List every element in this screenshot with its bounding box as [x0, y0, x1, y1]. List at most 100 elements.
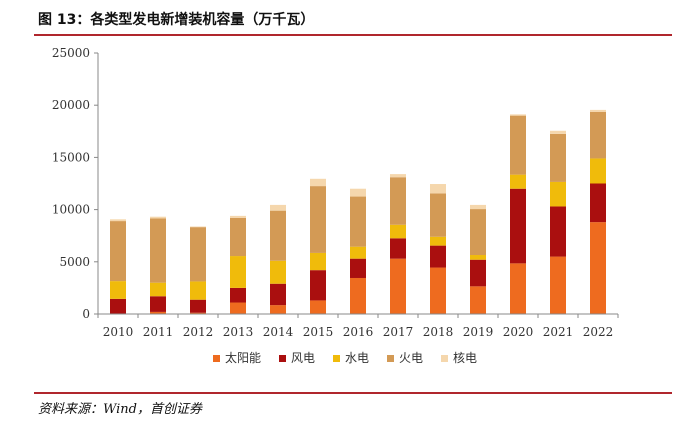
bar-segment-2020-4 — [510, 114, 526, 116]
y-axis: 0 5000 10000 15000 20000 25000 — [52, 46, 99, 321]
bar-segment-2016-2 — [350, 246, 366, 259]
bar-segment-2012-0 — [190, 312, 206, 314]
bar-segment-2013-4 — [230, 215, 246, 218]
bar-segment-2017-2 — [390, 224, 406, 239]
x-tick-label: 2010 — [103, 325, 134, 339]
source-note: 资料来源：Wind，首创证券 — [38, 402, 202, 417]
bar-segment-2012-1 — [190, 299, 206, 313]
bar-segment-2019-3 — [470, 209, 486, 256]
bar-segment-2018-2 — [430, 236, 446, 246]
legend-label: 水电 — [345, 351, 369, 365]
bar-segment-2017-1 — [390, 238, 406, 259]
legend-label: 太阳能 — [225, 350, 261, 365]
bar-segment-2010-1 — [110, 298, 126, 314]
title-rule — [34, 34, 672, 36]
x-tick-label: 2019 — [463, 325, 494, 339]
bar-segment-2013-2 — [230, 256, 246, 288]
bar-segment-2013-1 — [230, 287, 246, 303]
bar-segment-2018-0 — [430, 267, 446, 314]
legend: 太阳能 风电 水电 火电 核电 — [213, 350, 477, 365]
x-tick-label: 2013 — [223, 325, 254, 339]
legend-item-1: 风电 — [279, 351, 315, 365]
bar-segment-2014-2 — [270, 260, 286, 284]
bar-segment-2015-1 — [310, 270, 326, 301]
x-tick-label: 2011 — [143, 325, 174, 339]
bar-segment-2020-0 — [510, 263, 526, 314]
legend-swatch — [333, 355, 340, 362]
bar-segment-2012-4 — [190, 226, 206, 228]
bar-segment-2015-3 — [310, 186, 326, 253]
bar-segment-2021-4 — [550, 130, 566, 134]
bar-segment-2019-1 — [470, 259, 486, 287]
x-tick-label: 2021 — [543, 325, 574, 339]
x-axis: 2010 2011 2012 2013 2014 2015 2016 2017 2018 2019… — [97, 313, 619, 339]
y-tick-label: 20000 — [52, 98, 90, 112]
bar-segment-2019-2 — [470, 255, 486, 260]
bar-segment-2011-4 — [150, 216, 166, 219]
x-tick-label: 2018 — [423, 325, 454, 339]
bar-segment-2022-2 — [590, 158, 606, 184]
bar-segment-2018-3 — [430, 193, 446, 237]
bar-segment-2011-3 — [150, 218, 166, 283]
legend-swatch — [441, 355, 448, 362]
y-tick-label: 0 — [82, 307, 90, 321]
y-tick-label: 10000 — [52, 203, 90, 217]
bar-segment-2022-1 — [590, 183, 606, 223]
bar-segment-2020-3 — [510, 115, 526, 175]
bar-segment-2015-0 — [310, 300, 326, 314]
bar-segment-2017-4 — [390, 174, 406, 178]
bar-segment-2013-3 — [230, 217, 246, 257]
bar-segment-2012-3 — [190, 227, 206, 282]
source-rule — [34, 392, 672, 394]
bar-segment-2016-0 — [350, 277, 366, 314]
bars — [110, 109, 606, 314]
legend-swatch — [387, 355, 394, 362]
bar-segment-2020-1 — [510, 188, 526, 264]
x-tick-label: 2016 — [343, 325, 374, 339]
bar-segment-2022-3 — [590, 111, 606, 159]
x-tick-label: 2012 — [183, 325, 214, 339]
y-tick-label: 25000 — [52, 46, 90, 60]
bar-segment-2022-4 — [590, 109, 606, 112]
legend-item-0: 太阳能 — [213, 350, 261, 365]
bar-segment-2011-1 — [150, 296, 166, 312]
bar-segment-2018-4 — [430, 184, 446, 194]
bar-segment-2010-3 — [110, 221, 126, 282]
y-tick-label: 5000 — [59, 255, 90, 269]
bar-segment-2014-1 — [270, 283, 286, 306]
bar-segment-2010-4 — [110, 219, 126, 222]
bar-segment-2016-3 — [350, 196, 366, 247]
bar-segment-2016-1 — [350, 258, 366, 278]
bar-segment-2021-0 — [550, 256, 566, 314]
bar-segment-2017-0 — [390, 258, 406, 314]
y-tick-label: 15000 — [52, 150, 90, 164]
bar-segment-2020-2 — [510, 174, 526, 189]
bar-segment-2014-3 — [270, 210, 286, 261]
bar-segment-2015-4 — [310, 178, 326, 187]
x-tick-label: 2022 — [583, 325, 614, 339]
x-tick-label: 2020 — [503, 325, 534, 339]
bar-segment-2017-3 — [390, 177, 406, 225]
bar-segment-2021-3 — [550, 133, 566, 182]
bar-segment-2010-2 — [110, 281, 126, 299]
legend-label: 风电 — [291, 351, 315, 365]
x-tick-label: 2017 — [383, 325, 414, 339]
legend-label: 火电 — [399, 351, 423, 365]
bar-segment-2016-4 — [350, 188, 366, 197]
legend-swatch — [213, 355, 220, 362]
bar-segment-2022-0 — [590, 222, 606, 314]
bar-segment-2021-1 — [550, 206, 566, 257]
bar-segment-2012-2 — [190, 281, 206, 300]
bar-segment-2015-2 — [310, 252, 326, 271]
legend-label: 核电 — [453, 351, 477, 365]
bar-segment-2019-0 — [470, 286, 486, 314]
bar-segment-2014-4 — [270, 204, 286, 211]
chart-title: 图 13：各类型发电新增装机容量（万千瓦） — [38, 12, 315, 28]
legend-item-3: 火电 — [387, 351, 423, 365]
bar-segment-2021-2 — [550, 181, 566, 207]
bar-segment-2011-2 — [150, 282, 166, 297]
legend-item-4: 核电 — [441, 351, 477, 365]
x-tick-label: 2014 — [263, 325, 294, 339]
bar-segment-2011-0 — [150, 311, 166, 314]
